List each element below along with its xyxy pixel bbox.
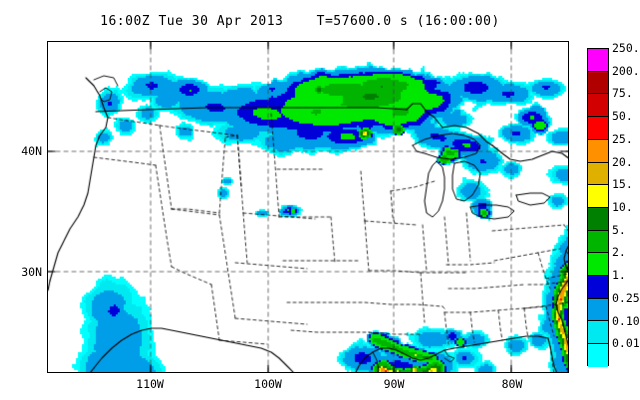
lon-tick-90w: 90W bbox=[383, 377, 405, 391]
colorbar-label-0: 250. bbox=[612, 41, 640, 55]
colorbar-label-4: 25. bbox=[612, 131, 633, 146]
colorbar-label-2: 75. bbox=[612, 86, 633, 101]
colorbar-band-1 bbox=[588, 71, 608, 95]
colorbar-band-5 bbox=[588, 162, 608, 186]
colorbar-band-10 bbox=[588, 276, 608, 299]
colorbar-band-0 bbox=[588, 49, 608, 72]
colorbar-band-4 bbox=[588, 139, 608, 163]
map-plot-area bbox=[47, 41, 569, 373]
colorbar-band-9 bbox=[588, 253, 608, 277]
colorbar-label-1: 200. bbox=[612, 63, 640, 78]
colorbar-band-8 bbox=[588, 230, 608, 254]
colorbar-band-6 bbox=[588, 185, 608, 208]
colorbar-band-3 bbox=[588, 117, 608, 140]
colorbar-label-9: 2. bbox=[612, 245, 626, 260]
colorbar-label-7: 10. bbox=[612, 200, 633, 214]
colorbar-label-11: 0.25 bbox=[612, 290, 640, 305]
colorbar-band-11 bbox=[588, 298, 608, 322]
colorbar-label-5: 20. bbox=[612, 154, 633, 169]
precipitation-field-canvas bbox=[48, 42, 568, 372]
colorbar-label-3: 50. bbox=[612, 109, 633, 124]
lat-tick-30n: 30N bbox=[21, 265, 42, 279]
colorbar-label-8: 5. bbox=[612, 222, 626, 237]
colorbar-band-12 bbox=[588, 321, 608, 345]
colorbar-label-6: 15. bbox=[612, 177, 633, 192]
lon-tick-80w: 80W bbox=[501, 377, 523, 391]
colorbar-label-13: 0.01 bbox=[612, 336, 640, 351]
colorbar bbox=[587, 48, 609, 367]
colorbar-band-2 bbox=[588, 94, 608, 118]
lat-tick-40n: 40N bbox=[21, 144, 42, 158]
lon-tick-110w: 110W bbox=[136, 377, 164, 391]
colorbar-label-12: 0.10 bbox=[612, 313, 640, 328]
figure-title: 16:00Z Tue 30 Apr 2013 T=57600.0 s (16:0… bbox=[100, 14, 500, 29]
lon-tick-100w: 100W bbox=[254, 377, 282, 391]
colorbar-band-7 bbox=[588, 207, 608, 231]
colorbar-band-13 bbox=[588, 344, 608, 367]
colorbar-label-10: 1. bbox=[612, 268, 626, 283]
